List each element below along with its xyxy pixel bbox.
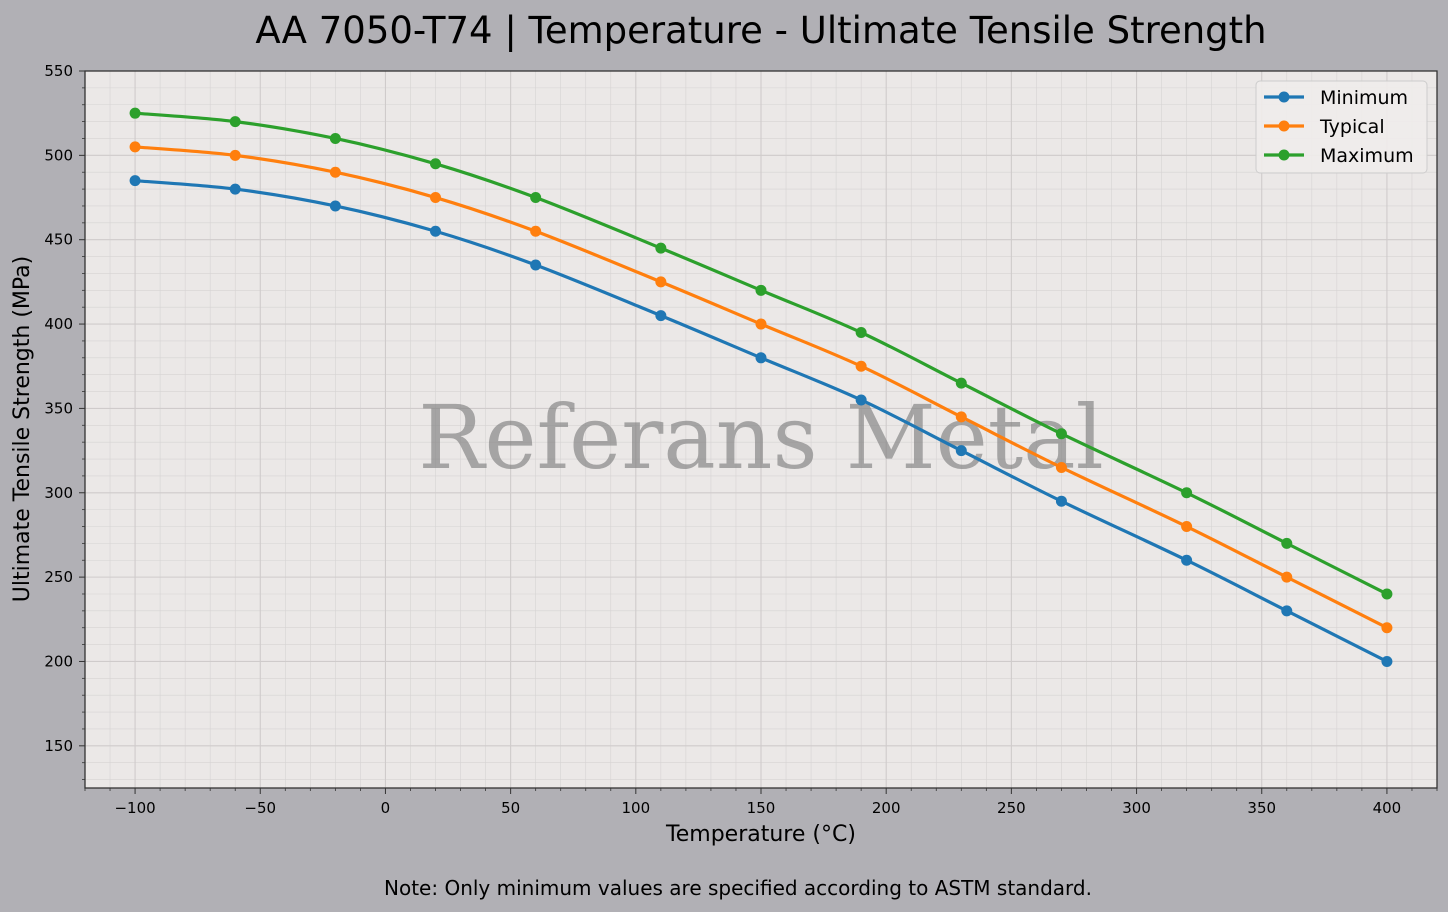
legend-marker-minimum bbox=[1278, 91, 1290, 103]
x-tick-label: 50 bbox=[501, 799, 520, 817]
typical-point bbox=[955, 411, 967, 423]
minimum-point bbox=[1055, 495, 1067, 507]
minimum-point bbox=[229, 183, 241, 195]
typical-point bbox=[1181, 521, 1193, 533]
y-tick-label: 250 bbox=[44, 568, 73, 586]
typical-point bbox=[530, 225, 542, 237]
maximum-point bbox=[1381, 588, 1393, 600]
x-tick-label: 150 bbox=[747, 799, 776, 817]
maximum-point bbox=[1055, 428, 1067, 440]
series-minimum bbox=[129, 175, 1393, 667]
typical-point bbox=[1381, 622, 1393, 634]
x-tick-label: 400 bbox=[1373, 799, 1402, 817]
axis-ticks: −100 −50 0 50 100 150 200 250 300 350 400 150 200 250… bbox=[44, 62, 1438, 817]
minimum-point bbox=[1381, 655, 1393, 667]
minimum-point bbox=[1281, 605, 1293, 617]
maximum-point bbox=[129, 107, 141, 119]
maximum-point bbox=[1181, 487, 1193, 499]
y-tick-label: 300 bbox=[44, 484, 73, 502]
typical-point bbox=[1055, 461, 1067, 473]
maximum-point bbox=[655, 242, 667, 254]
y-axis-label: Ultimate Tensile Strength (MPa) bbox=[10, 256, 35, 602]
y-tick-label: 150 bbox=[44, 737, 73, 755]
maximum-point bbox=[430, 158, 442, 170]
legend: Minimum Typical Maximum bbox=[1255, 80, 1428, 174]
minimum-point bbox=[129, 175, 141, 187]
x-tick-label: 100 bbox=[621, 799, 650, 817]
minimum-point bbox=[530, 259, 542, 271]
legend-box bbox=[1255, 80, 1428, 174]
x-tick-label: −100 bbox=[114, 799, 155, 817]
typical-point bbox=[855, 360, 867, 372]
x-axis-label: Temperature (°C) bbox=[665, 822, 856, 847]
legend-marker-maximum bbox=[1278, 149, 1290, 161]
series-layer bbox=[129, 107, 1393, 667]
legend-label-minimum: Minimum bbox=[1320, 87, 1408, 109]
minimum-point bbox=[329, 200, 341, 212]
y-tick-label: 500 bbox=[44, 146, 73, 164]
y-tick-label: 450 bbox=[44, 231, 73, 249]
legend-label-maximum: Maximum bbox=[1320, 145, 1414, 167]
y-tick-label: 200 bbox=[44, 652, 73, 670]
maximum-point bbox=[530, 192, 542, 204]
legend-label-typical: Typical bbox=[1319, 116, 1385, 138]
x-tick-label: 350 bbox=[1247, 799, 1276, 817]
typical-point bbox=[430, 192, 442, 204]
series-maximum bbox=[129, 107, 1393, 600]
typical-point bbox=[229, 149, 241, 161]
x-tick-label: 200 bbox=[872, 799, 901, 817]
typical-point bbox=[129, 141, 141, 153]
maximum-point bbox=[329, 132, 341, 144]
maximum-point bbox=[1281, 537, 1293, 549]
x-tick-label: −50 bbox=[244, 799, 276, 817]
x-tick-label: 300 bbox=[1122, 799, 1151, 817]
minimum-point bbox=[755, 352, 767, 364]
maximum-point bbox=[229, 116, 241, 128]
maximum-point bbox=[955, 377, 967, 389]
typical-point bbox=[755, 318, 767, 330]
typical-point bbox=[1281, 571, 1293, 583]
legend-marker-typical bbox=[1278, 120, 1290, 132]
chart-title: AA 7050-T74 | Temperature - Ultimate Ten… bbox=[255, 9, 1266, 52]
minimum-point bbox=[955, 445, 967, 457]
typical-point bbox=[655, 276, 667, 288]
maximum-point bbox=[855, 326, 867, 338]
x-tick-label: 0 bbox=[381, 799, 391, 817]
y-tick-label: 550 bbox=[44, 62, 73, 80]
series-typical bbox=[129, 141, 1393, 634]
x-tick-label: 250 bbox=[997, 799, 1026, 817]
minimum-point bbox=[655, 310, 667, 322]
y-tick-label: 400 bbox=[44, 315, 73, 333]
minimum-point bbox=[855, 394, 867, 406]
footnote: Note: Only minimum values are specified … bbox=[384, 876, 1092, 900]
maximum-point bbox=[755, 284, 767, 296]
watermark: Referans Metal bbox=[418, 386, 1103, 489]
typical-point bbox=[329, 166, 341, 178]
y-tick-label: 350 bbox=[44, 399, 73, 417]
minimum-point bbox=[430, 225, 442, 237]
minimum-point bbox=[1181, 554, 1193, 566]
